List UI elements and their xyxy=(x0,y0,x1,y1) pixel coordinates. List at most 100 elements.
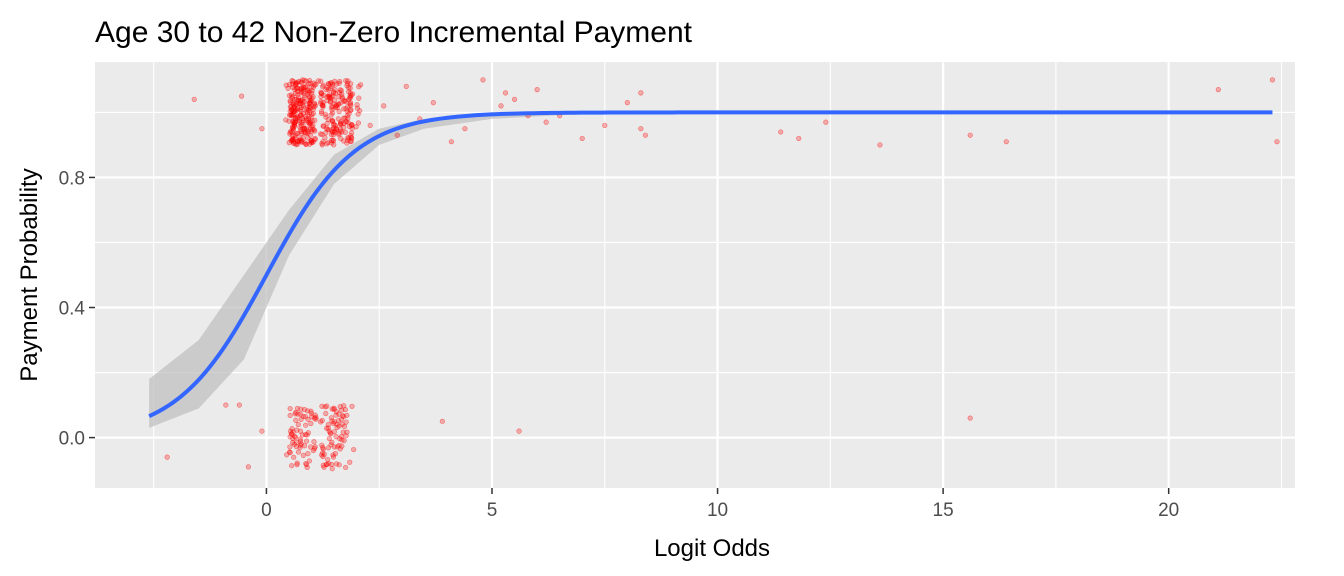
data-point xyxy=(292,86,298,93)
data-point xyxy=(290,435,296,441)
data-point xyxy=(294,427,300,433)
data-point xyxy=(296,117,303,124)
data-point xyxy=(967,415,973,421)
data-point xyxy=(778,129,784,135)
data-point xyxy=(349,403,355,409)
data-point xyxy=(330,452,336,458)
data-point xyxy=(287,99,293,105)
data-point xyxy=(321,82,327,88)
x-tick-label: 0 xyxy=(261,500,272,521)
data-point xyxy=(301,126,307,132)
data-point xyxy=(328,415,334,421)
fit-line-layer xyxy=(148,110,1273,418)
data-point xyxy=(329,439,335,445)
data-point xyxy=(287,434,293,440)
data-point xyxy=(351,446,357,453)
data-point xyxy=(516,428,522,434)
data-point xyxy=(259,126,265,132)
x-tick-label: 15 xyxy=(933,500,954,521)
data-point xyxy=(310,126,316,132)
data-point xyxy=(321,92,327,98)
data-point xyxy=(288,431,295,437)
data-point xyxy=(303,141,309,147)
data-point xyxy=(347,90,354,96)
data-point xyxy=(300,135,306,141)
data-point xyxy=(325,456,331,463)
data-point xyxy=(302,92,308,98)
data-point xyxy=(292,434,299,440)
data-point xyxy=(342,406,349,413)
data-point xyxy=(309,138,315,144)
data-point xyxy=(307,120,314,126)
x-tick-label: 10 xyxy=(707,500,728,521)
data-point xyxy=(332,123,339,129)
data-point xyxy=(345,103,351,110)
data-point xyxy=(298,79,304,85)
data-point xyxy=(290,440,296,446)
data-point xyxy=(339,437,345,443)
data-point xyxy=(332,78,338,84)
data-point xyxy=(342,115,348,121)
data-point xyxy=(355,120,362,126)
data-point xyxy=(291,454,297,460)
data-point xyxy=(602,122,608,129)
data-point xyxy=(164,454,170,460)
data-point xyxy=(335,418,341,424)
data-point xyxy=(341,120,347,127)
data-point xyxy=(328,461,335,468)
data-point xyxy=(334,424,340,431)
data-point xyxy=(259,428,265,434)
data-point xyxy=(345,137,351,143)
data-point xyxy=(343,433,349,439)
data-point xyxy=(302,114,309,120)
data-point xyxy=(307,99,314,105)
data-point xyxy=(319,417,325,424)
data-point xyxy=(333,81,339,87)
data-point xyxy=(394,132,400,138)
data-point xyxy=(347,95,354,101)
data-point xyxy=(344,80,351,87)
data-point xyxy=(330,118,336,124)
x-axis-title: Logit Odds xyxy=(654,535,770,562)
data-point xyxy=(341,423,348,429)
data-point xyxy=(326,435,332,442)
fit-line xyxy=(148,110,1273,418)
data-point xyxy=(300,103,306,109)
data-point xyxy=(340,429,346,435)
data-point xyxy=(287,129,293,135)
data-point xyxy=(336,132,342,138)
data-point xyxy=(347,100,354,106)
data-point xyxy=(355,111,361,117)
data-point xyxy=(289,426,295,432)
y-tick-label: 0.8 xyxy=(59,168,85,189)
data-point xyxy=(304,438,310,444)
data-point xyxy=(967,132,973,138)
data-point xyxy=(298,122,305,128)
data-point xyxy=(333,90,339,97)
data-point xyxy=(236,402,242,408)
data-point xyxy=(294,462,300,468)
data-point xyxy=(330,129,336,135)
data-point xyxy=(306,458,312,464)
data-point xyxy=(344,412,350,418)
data-point xyxy=(290,123,296,130)
data-point xyxy=(353,124,359,130)
data-point xyxy=(289,463,295,469)
data-point xyxy=(326,91,332,98)
data-point xyxy=(430,100,436,106)
data-point xyxy=(334,444,340,450)
data-point xyxy=(291,112,297,118)
data-points-layer xyxy=(164,77,1280,472)
data-point xyxy=(298,406,304,412)
data-point xyxy=(877,142,883,148)
data-point xyxy=(323,125,330,131)
data-point xyxy=(579,135,585,142)
data-point xyxy=(312,128,318,134)
data-point xyxy=(543,119,549,125)
data-point xyxy=(448,139,454,145)
data-point xyxy=(292,411,298,417)
data-point xyxy=(324,403,330,409)
data-point xyxy=(341,124,347,130)
data-point xyxy=(333,409,340,415)
data-point xyxy=(295,131,301,137)
